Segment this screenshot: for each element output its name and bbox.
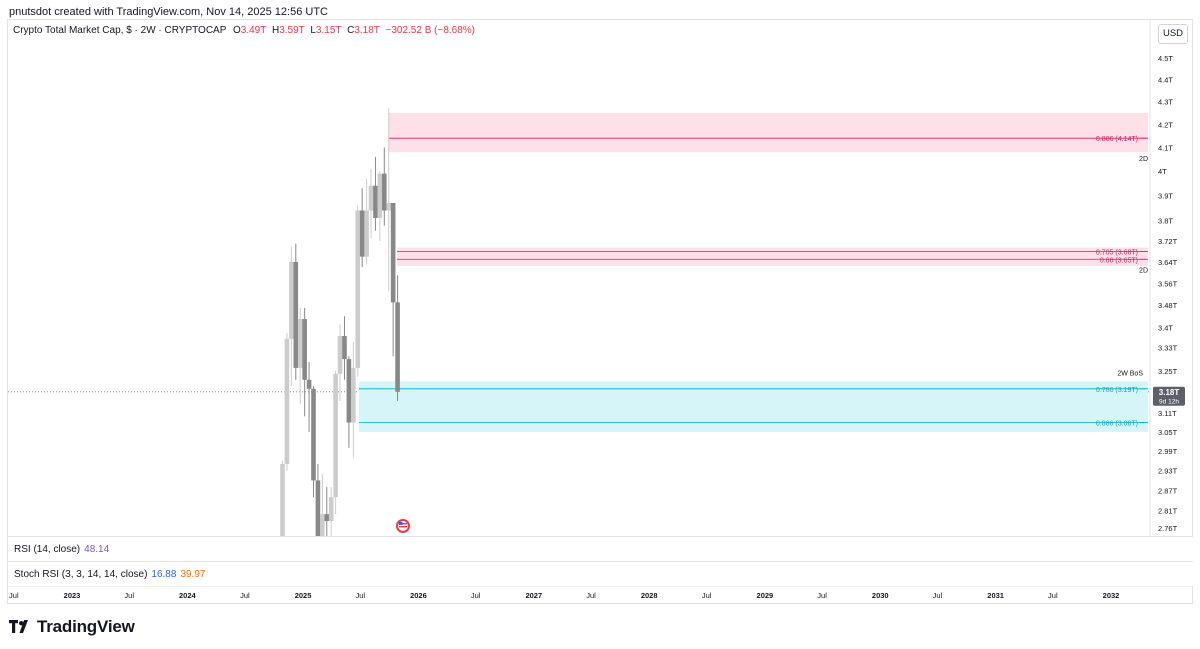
stoch-rsi-pane[interactable]: Stoch RSI (3, 3, 14, 14, close) 16.88 39.9…	[8, 561, 1193, 586]
symbol-title[interactable]: Crypto Total Market Cap, $ · 2W · CRYPTO…	[13, 25, 227, 36]
low-label: L	[310, 25, 316, 36]
tradingview-logo[interactable]: TradingView	[9, 617, 135, 637]
change-value: −302.52 B (−8.68%)	[385, 25, 476, 36]
stoch-rsi-label: Stoch RSI (3, 3, 14, 14, close)	[14, 569, 148, 580]
chart-credit: pnutsdot created with TradingView.com, N…	[9, 6, 328, 18]
symbol-legend: Crypto Total Market Cap, $ · 2W · CRYPTO…	[13, 25, 475, 36]
high-label: H	[271, 25, 280, 36]
currency-button[interactable]: USD	[1158, 24, 1188, 44]
stoch-d-value: 39.97	[180, 569, 206, 580]
tradingview-logo-icon	[9, 620, 28, 633]
rsi-pane[interactable]: RSI (14, close) 48.14	[8, 536, 1193, 561]
open-value: 3.49T	[240, 25, 267, 36]
high-value: 3.59T	[279, 25, 305, 36]
close-label: C	[347, 25, 355, 36]
tradingview-logo-text: TradingView	[37, 617, 135, 636]
stoch-k-value: 16.88	[151, 569, 177, 580]
stoch-rsi-legend: Stoch RSI (3, 3, 14, 14, close) 16.88 39.9…	[14, 569, 205, 580]
open-label: O	[233, 25, 241, 36]
low-value: 3.15T	[315, 25, 342, 36]
rsi-label: RSI (14, close)	[14, 544, 81, 555]
rsi-legend: RSI (14, close) 48.14	[14, 544, 109, 555]
rsi-value: 48.14	[84, 544, 110, 555]
chart-frame	[7, 19, 1193, 604]
close-value: 3.18T	[354, 25, 380, 36]
